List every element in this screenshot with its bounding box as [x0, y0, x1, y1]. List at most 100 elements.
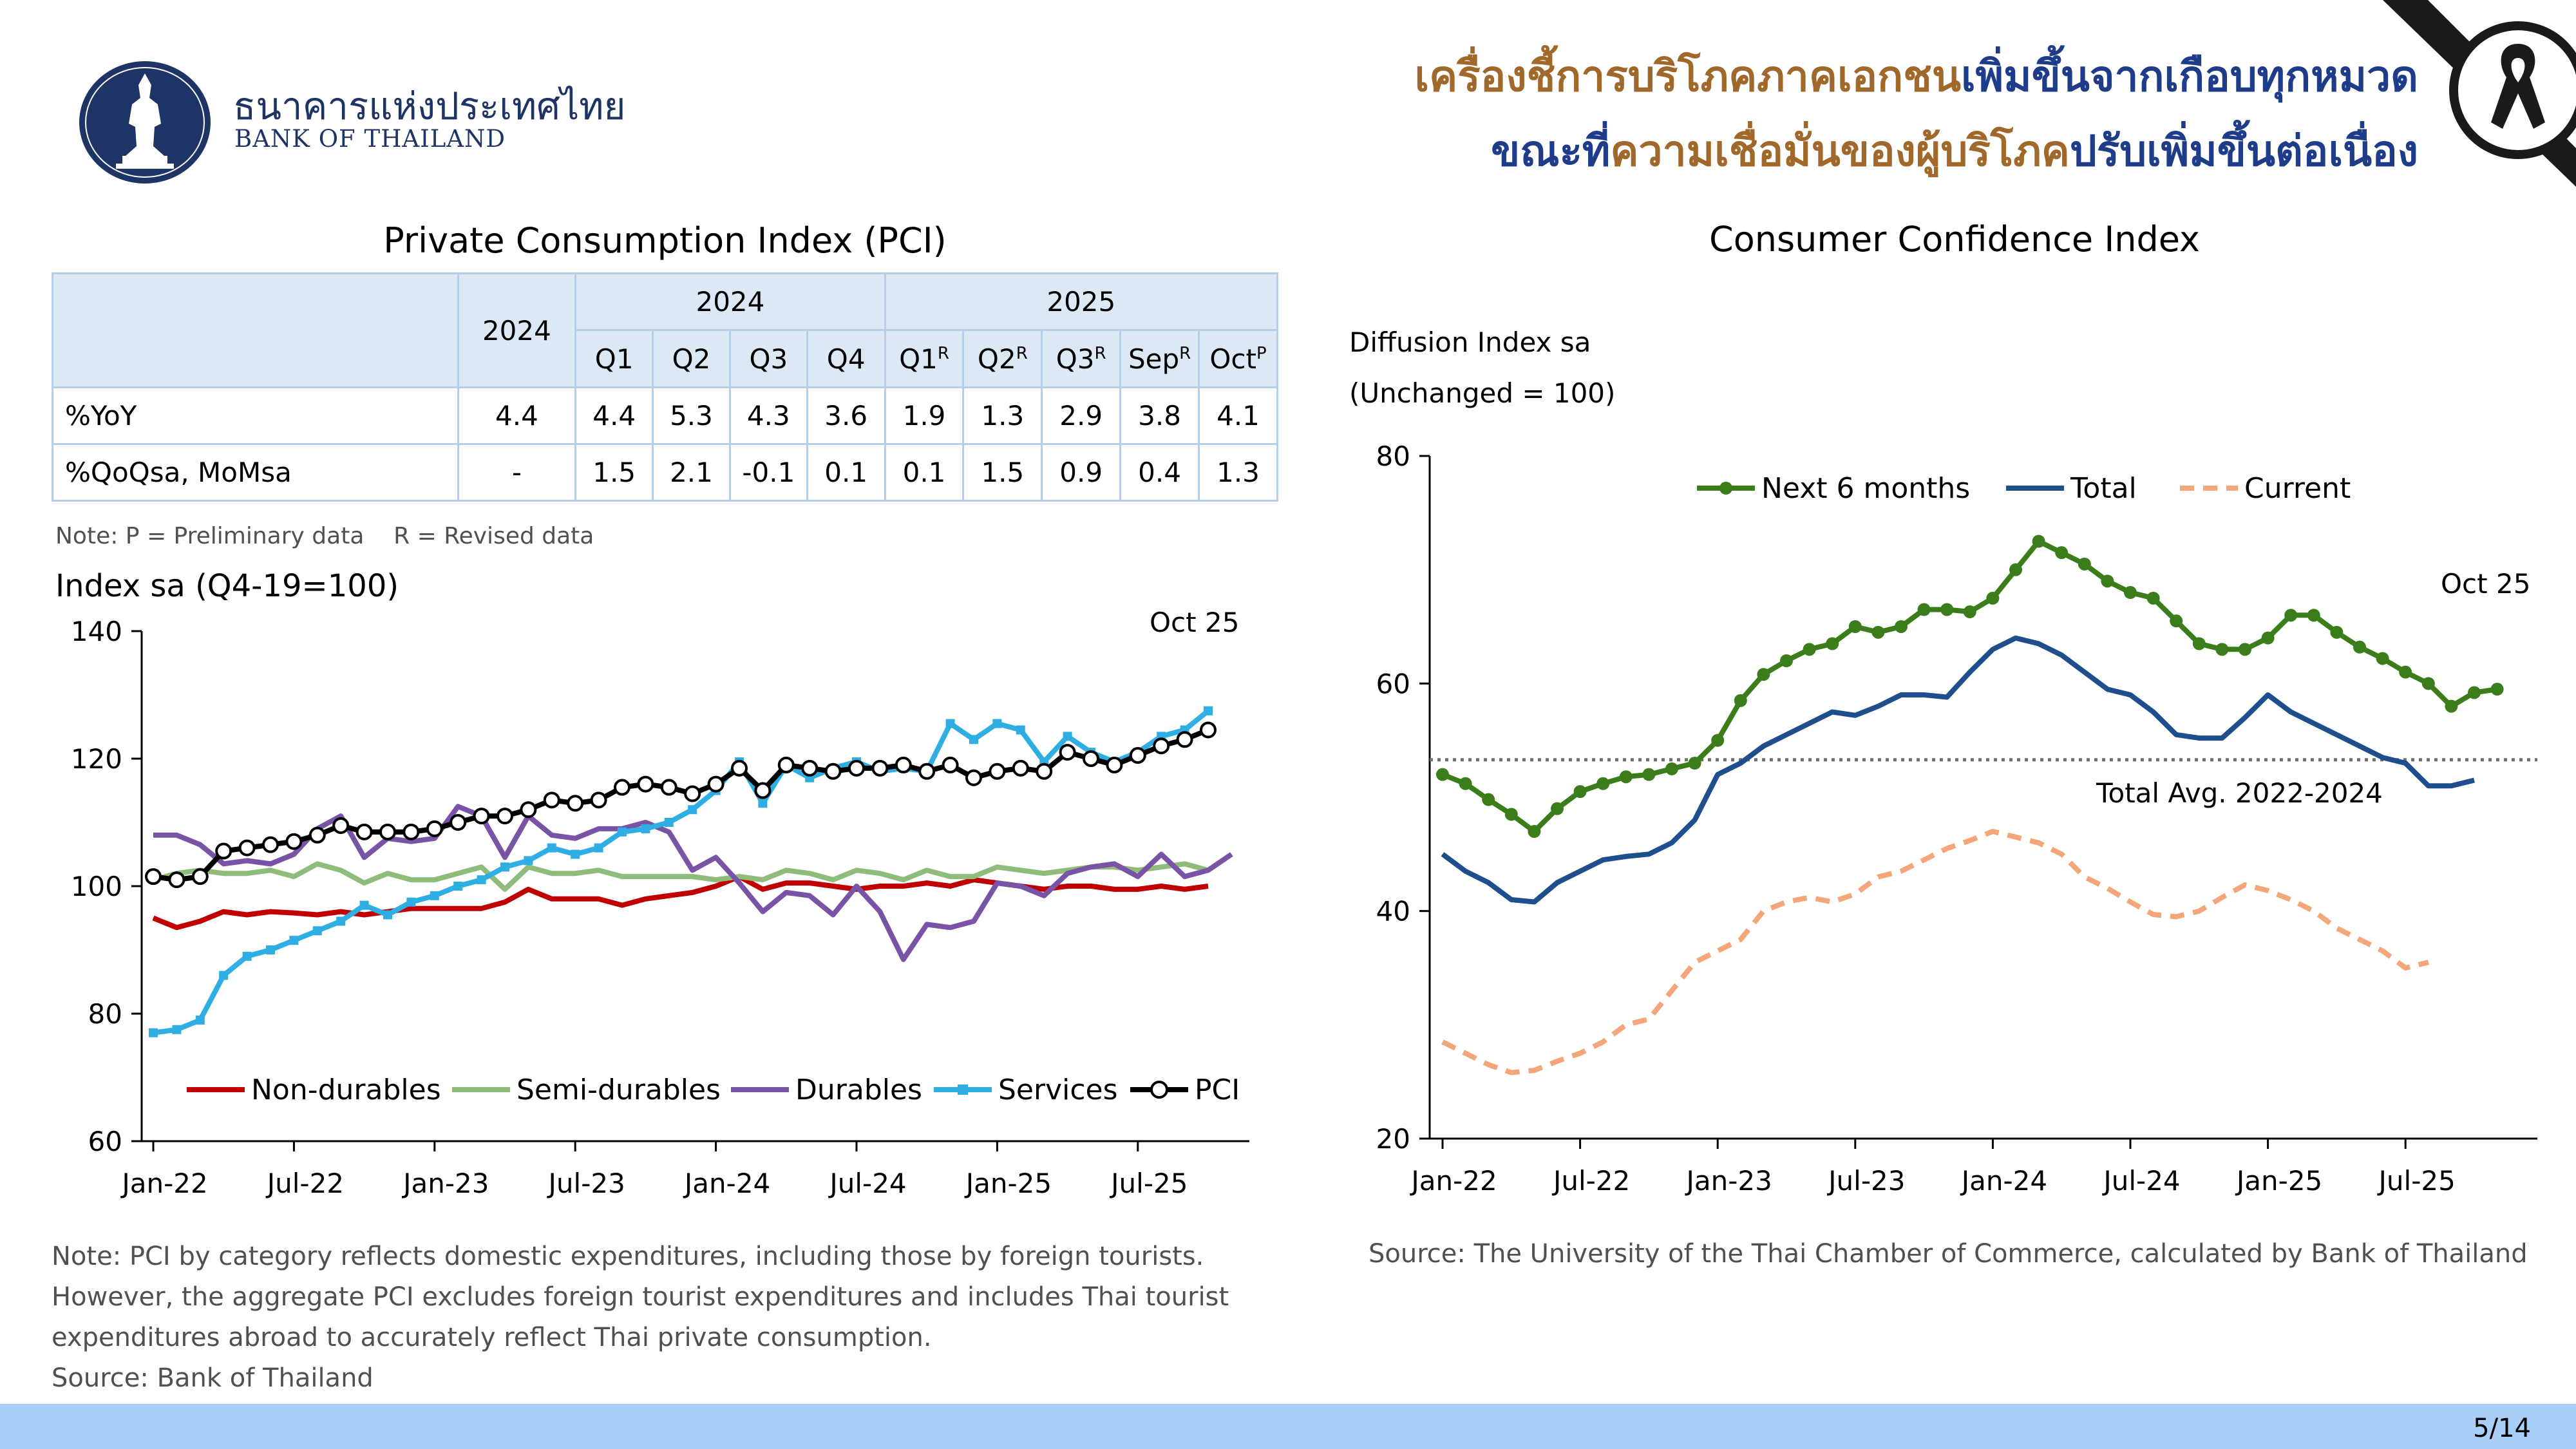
table-header-group-2024: 2024	[574, 272, 886, 331]
chart-annotation: Oct 25	[1150, 607, 1239, 638]
table-header-q4-2024: Q4	[806, 329, 886, 388]
data-point	[1153, 737, 1170, 755]
data-point	[289, 936, 299, 945]
table-cell: 3.8	[1119, 386, 1200, 445]
data-point	[641, 824, 650, 833]
data-point	[1528, 825, 1541, 838]
data-point	[2353, 640, 2366, 654]
bank-name-thai: ธนาคารแห่งประเทศไทย	[233, 84, 626, 128]
data-point	[969, 735, 978, 744]
header-label: Sep	[1128, 343, 1180, 375]
mourning-ribbon-icon	[2383, 0, 2576, 187]
table-header-oct-2025: OctP	[1198, 329, 1278, 388]
data-point	[308, 826, 326, 844]
legend-marker	[958, 1084, 968, 1095]
data-point	[1573, 785, 1587, 799]
table-header-q3-2024: Q3	[728, 329, 808, 388]
table-cell: 4.1	[1198, 386, 1278, 445]
data-point	[242, 951, 252, 961]
data-point	[172, 1025, 182, 1034]
table-cell: 4.4	[457, 386, 577, 445]
x-tick-label: Jul-24	[828, 1168, 906, 1199]
data-point	[1176, 731, 1193, 748]
x-tick-label: Jan-22	[120, 1168, 207, 1199]
data-point	[430, 891, 439, 900]
data-point	[989, 762, 1006, 780]
pci-table-note: Note: P = Preliminary data R = Revised d…	[55, 523, 594, 549]
table-cell: -	[457, 443, 577, 502]
data-point	[2330, 625, 2344, 639]
y-axis-label: Index sa (Q4-19=100)	[55, 568, 399, 604]
data-point	[614, 779, 630, 796]
cci-line-chart: Consumer Confidence Index Diffusion Index…	[1349, 219, 2537, 1197]
x-tick-label: Jul-23	[1826, 1165, 1905, 1197]
data-point	[500, 862, 509, 872]
data-point	[801, 759, 819, 777]
data-point	[1803, 643, 1816, 656]
x-tick-label: Jul-23	[547, 1168, 625, 1199]
data-point	[571, 849, 580, 859]
row-label: %QoQsa, MoMsa	[52, 443, 459, 502]
data-point	[524, 856, 533, 866]
y-tick-label: 80	[88, 998, 122, 1030]
y-tick-label: 80	[1376, 440, 1410, 472]
data-point	[1963, 605, 1976, 619]
y-tick-label: 100	[71, 871, 122, 902]
data-point	[1504, 808, 1518, 821]
data-point	[871, 759, 889, 777]
bank-logo-emblem	[79, 61, 211, 184]
table-cell: -0.1	[728, 443, 808, 502]
data-point	[1596, 777, 1610, 790]
bottom-bar	[0, 1404, 2576, 1449]
data-point	[2490, 683, 2504, 696]
data-point	[1986, 591, 2000, 605]
data-point	[2239, 643, 2251, 656]
data-point	[567, 795, 584, 812]
headline-line-1: เครื่องชี้การบริโภคภาคเอกชนเพิ่มขึ้นจากเ…	[1415, 43, 2418, 110]
data-point	[520, 801, 537, 819]
note-line: Note: PCI by category reflects domestic …	[52, 1242, 1204, 1271]
data-point	[266, 945, 275, 954]
row-label: %YoY	[52, 386, 459, 445]
data-point	[1204, 706, 1213, 715]
data-point	[543, 791, 560, 809]
data-point	[777, 756, 795, 773]
data-point	[848, 759, 865, 777]
x-tick-label: Jul-22	[1551, 1165, 1630, 1197]
y-tick-label: 60	[88, 1126, 122, 1157]
data-point	[618, 827, 627, 837]
pci-table: 2024 2024 2025 Q1 Q2 Q3 Q4 Q1R Q2R Q3R S…	[52, 272, 1279, 502]
y-tick-label: 60	[1376, 668, 1410, 699]
header-sup: R	[937, 343, 949, 363]
bank-name-english: BANK OF THAILAND	[234, 125, 506, 153]
headline-part: ขณะที่	[1491, 126, 1611, 176]
table-header-sep-2025: SepR	[1119, 329, 1200, 388]
data-point	[450, 814, 467, 831]
table-cell: 3.6	[806, 386, 886, 445]
data-point	[1083, 750, 1099, 767]
data-point	[332, 817, 350, 834]
data-point	[168, 871, 185, 889]
legend-label: Services	[998, 1074, 1118, 1106]
data-point	[1106, 756, 1123, 773]
x-tick-label: Jan-24	[1960, 1165, 2047, 1197]
table-cell: 1.3	[962, 386, 1043, 445]
header-sup: R	[1016, 343, 1028, 363]
data-point	[1826, 637, 1839, 650]
data-point	[215, 842, 232, 860]
data-point	[1436, 768, 1449, 781]
data-point	[1036, 762, 1053, 780]
reference-line-label: Total Avg. 2022-2024	[2096, 777, 2383, 809]
x-tick-label: Jan-22	[1409, 1165, 1497, 1197]
data-point	[1780, 654, 1793, 667]
data-point	[895, 756, 912, 773]
x-tick-label: Jan-25	[2235, 1165, 2322, 1197]
data-point	[359, 900, 369, 910]
data-point	[145, 868, 162, 886]
data-point	[1619, 770, 1633, 784]
data-point	[824, 762, 842, 780]
data-point	[1665, 762, 1678, 775]
data-point	[1757, 668, 1770, 681]
data-point	[1940, 603, 1954, 616]
data-point	[1129, 747, 1146, 764]
